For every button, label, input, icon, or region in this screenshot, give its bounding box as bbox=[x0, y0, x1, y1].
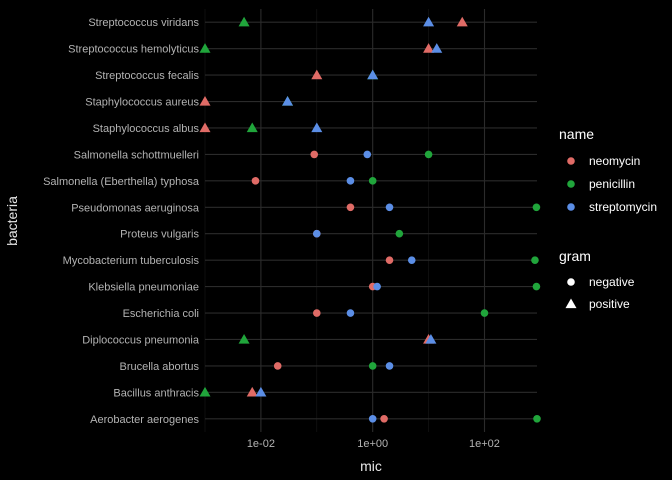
point-streptomycin bbox=[311, 122, 323, 133]
y-tick-label: Streptococcus hemolyticus bbox=[68, 44, 199, 56]
legend-label-positive: positive bbox=[589, 297, 630, 311]
point-streptomycin bbox=[255, 386, 267, 397]
legend-key-neomycin bbox=[567, 157, 575, 165]
point-penicillin bbox=[424, 150, 433, 159]
point-penicillin bbox=[532, 203, 541, 212]
x-axis-tick-labels: 1e-02 1e+00 1e+02 bbox=[247, 438, 500, 450]
point-neomycin bbox=[246, 386, 258, 397]
y-tick-label: Proteus vulgaris bbox=[120, 229, 199, 241]
point-penicillin bbox=[395, 229, 404, 238]
x-tick-label: 1e+00 bbox=[357, 438, 388, 450]
y-tick-label: Diplococcus pneumonia bbox=[82, 334, 200, 346]
point-streptomycin bbox=[346, 177, 355, 185]
point-neomycin bbox=[380, 414, 388, 423]
point-neomycin bbox=[385, 256, 394, 264]
legend: name gram neomycin penicillin streptomycin… bbox=[559, 126, 657, 311]
point-streptomycin bbox=[367, 69, 379, 80]
point-streptomycin bbox=[346, 309, 355, 317]
point-streptomycin bbox=[373, 282, 381, 291]
point-neomycin bbox=[310, 150, 319, 159]
point-neomycin bbox=[456, 16, 468, 27]
point-streptomycin bbox=[407, 256, 416, 264]
point-penicillin bbox=[246, 122, 258, 133]
legend-key-streptomycin bbox=[567, 203, 575, 211]
point-penicillin bbox=[238, 16, 250, 27]
point-streptomycin bbox=[385, 203, 394, 212]
point-streptomycin bbox=[431, 43, 443, 53]
y-tick-label: Escherichia coli bbox=[123, 308, 199, 320]
legend-label-negative: negative bbox=[589, 275, 635, 289]
point-penicillin bbox=[368, 177, 377, 185]
point-penicillin bbox=[368, 362, 377, 370]
y-tick-label: Streptococcus viridans bbox=[88, 17, 199, 29]
legend-color-title: name bbox=[559, 126, 594, 142]
point-streptomycin bbox=[282, 96, 294, 106]
legend-label-streptomycin: streptomycin bbox=[589, 200, 657, 214]
point-penicillin bbox=[199, 43, 211, 53]
legend-label-penicillin: penicillin bbox=[589, 177, 635, 191]
y-tick-label: Staphylococcus aureus bbox=[85, 97, 199, 109]
y-tick-label: Streptococcus fecalis bbox=[95, 70, 199, 82]
point-penicillin bbox=[199, 386, 211, 397]
x-axis-title: mic bbox=[360, 458, 382, 474]
point-neomycin bbox=[346, 203, 355, 212]
y-tick-label: Brucella abortus bbox=[120, 361, 200, 373]
y-tick-label: Aerobacter aerogenes bbox=[90, 414, 199, 426]
y-tick-label: Staphylococcus albus bbox=[93, 123, 200, 135]
point-neomycin bbox=[251, 177, 260, 185]
y-axis-title: bacteria bbox=[4, 196, 20, 246]
legend-key-positive bbox=[565, 298, 577, 309]
legend-key-negative bbox=[567, 278, 575, 286]
y-axis-tick-labels: Aerobacter aerogenes Bacillus anthracis Br… bbox=[43, 17, 200, 426]
point-neomycin bbox=[423, 43, 435, 53]
point-streptomycin bbox=[363, 150, 372, 159]
point-neomycin bbox=[312, 309, 321, 317]
x-tick-label: 1e-02 bbox=[247, 438, 275, 450]
legend-key-penicillin bbox=[567, 180, 575, 188]
point-streptomycin bbox=[425, 333, 437, 344]
data-points bbox=[199, 16, 541, 423]
point-neomycin bbox=[311, 69, 323, 80]
y-tick-label: Bacillus anthracis bbox=[113, 387, 199, 399]
point-streptomycin bbox=[368, 414, 377, 423]
legend-shape-title: gram bbox=[559, 248, 591, 264]
point-penicillin bbox=[480, 309, 489, 317]
point-penicillin bbox=[238, 333, 250, 344]
y-tick-label: Mycobacterium tuberculosis bbox=[63, 255, 200, 267]
x-tick-label: 1e+02 bbox=[469, 438, 500, 450]
point-penicillin bbox=[531, 256, 539, 264]
point-streptomycin bbox=[385, 362, 394, 370]
y-tick-label: Salmonella schottmuelleri bbox=[74, 149, 199, 161]
point-neomycin bbox=[199, 122, 211, 133]
point-penicillin bbox=[533, 414, 541, 423]
point-neomycin bbox=[273, 362, 282, 370]
y-tick-label: Klebsiella pneumoniae bbox=[88, 282, 199, 294]
legend-label-neomycin: neomycin bbox=[589, 154, 640, 168]
point-streptomycin bbox=[312, 229, 321, 238]
point-penicillin bbox=[532, 282, 541, 291]
y-tick-label: Pseudomonas aeruginosa bbox=[71, 202, 200, 214]
point-streptomycin bbox=[423, 16, 435, 27]
y-tick-label: Salmonella (Eberthella) typhosa bbox=[43, 176, 200, 188]
point-neomycin bbox=[199, 96, 211, 106]
